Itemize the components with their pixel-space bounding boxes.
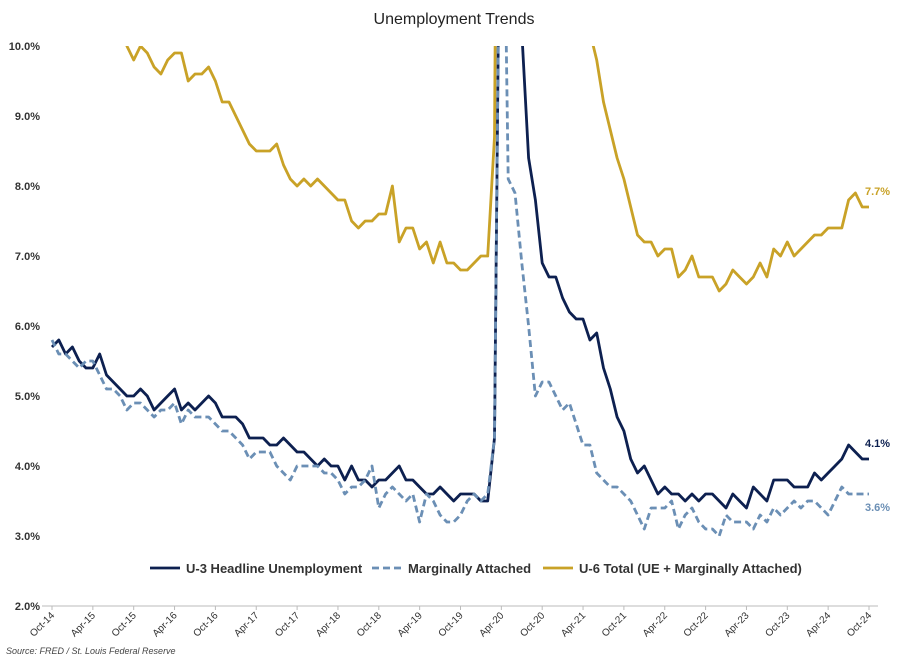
x-tick-label: Apr-18	[314, 610, 343, 639]
x-tick-label: Oct-18	[355, 610, 384, 639]
x-tick-label: Apr-24	[804, 610, 833, 639]
x-tick-label: Oct-22	[682, 610, 711, 639]
x-tick-label: Apr-15	[69, 610, 98, 639]
y-tick-label: 9.0%	[15, 111, 40, 123]
y-tick-label: 3.0%	[15, 531, 40, 543]
y-tick-label: 2.0%	[15, 601, 40, 613]
y-tick-label: 4.0%	[15, 461, 40, 473]
x-tick-label: Apr-17	[232, 610, 261, 639]
x-tick-label: Apr-21	[559, 610, 588, 639]
x-tick-label: Oct-17	[273, 610, 302, 639]
chart-title: Unemployment Trends	[374, 11, 535, 28]
legend-label: Marginally Attached	[408, 561, 531, 576]
x-tick-label: Oct-23	[763, 610, 792, 639]
x-tick-label: Apr-19	[396, 610, 425, 639]
x-tick-label: Apr-16	[151, 610, 180, 639]
x-tick-label: Oct-15	[110, 610, 139, 639]
y-tick-label: 10.0%	[9, 41, 40, 53]
y-tick-label: 8.0%	[15, 181, 40, 193]
x-tick-label: Oct-19	[437, 610, 466, 639]
legend-label: U-6 Total (UE + Marginally Attached)	[579, 561, 802, 576]
value-label: 7.7%	[865, 186, 890, 198]
x-tick-label: Oct-16	[192, 610, 221, 639]
x-tick-label: Apr-20	[477, 610, 506, 639]
value-label: 3.6%	[865, 502, 890, 514]
y-tick-label: 6.0%	[15, 321, 40, 333]
y-tick-label: 5.0%	[15, 391, 40, 403]
x-tick-label: Oct-14	[28, 610, 57, 639]
x-tick-label: Apr-23	[723, 610, 752, 639]
x-tick-label: Oct-20	[518, 610, 547, 639]
series-line	[50, 46, 869, 510]
y-tick-label: 7.0%	[15, 251, 40, 263]
source-note: Source: FRED / St. Louis Federal Reserve	[6, 646, 176, 656]
x-tick-label: Oct-24	[845, 610, 874, 639]
legend-label: U-3 Headline Unemployment	[186, 561, 363, 576]
x-tick-label: Apr-22	[641, 610, 670, 639]
x-tick-label: Oct-21	[600, 610, 629, 639]
plot-area	[50, 46, 869, 538]
series-line	[125, 46, 869, 293]
value-label: 4.1%	[865, 438, 890, 450]
series-line	[50, 46, 869, 538]
